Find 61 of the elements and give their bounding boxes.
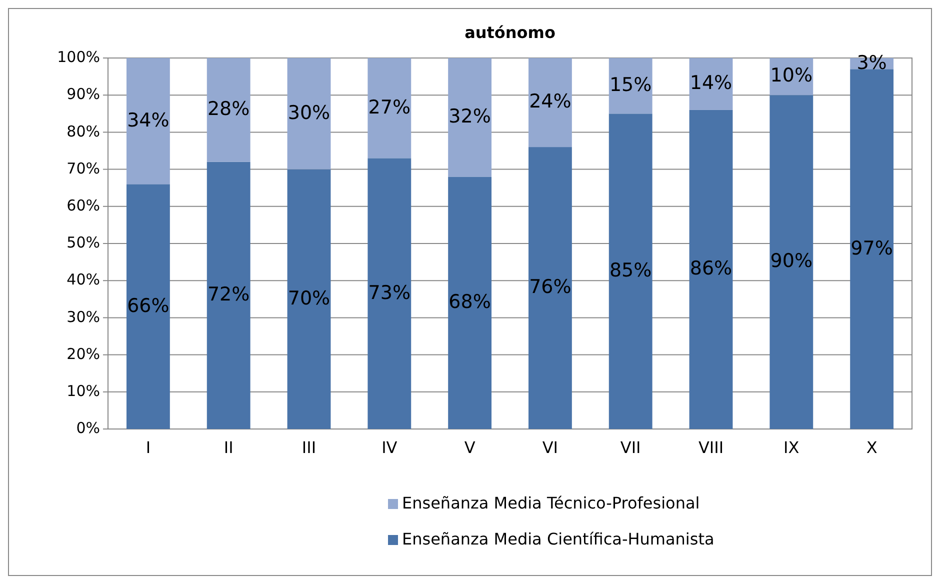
bar [368, 158, 412, 429]
x-tick-label: IX [784, 438, 800, 457]
bar [850, 69, 894, 429]
y-tick-label: 50% [66, 234, 100, 252]
bar [206, 162, 250, 429]
bar [689, 110, 733, 429]
data-label: 15% [609, 74, 652, 96]
data-label: 73% [368, 282, 411, 304]
legend-label: Enseñanza Media Científica-Humanista [402, 529, 714, 548]
data-label: 30% [288, 102, 330, 124]
legend-label: Enseñanza Media Técnico-Profesional [402, 493, 700, 512]
y-tick-label: 40% [66, 270, 100, 289]
bar [448, 176, 492, 429]
y-tick-label: 10% [66, 382, 100, 400]
data-label: 10% [770, 64, 813, 87]
bar [608, 114, 652, 429]
y-tick-label: 0% [76, 419, 100, 438]
y-tick-label: 90% [66, 85, 100, 104]
bar [448, 58, 492, 177]
data-label: 70% [288, 287, 330, 310]
bar [206, 58, 250, 162]
x-tick-label: VIII [698, 438, 724, 457]
bar [770, 95, 814, 429]
y-tick-label: 70% [66, 159, 100, 178]
data-label: 86% [690, 258, 732, 280]
chart-title: autónomo [464, 23, 556, 42]
data-label: 14% [690, 72, 732, 94]
x-tick-label: VII [620, 438, 641, 457]
data-label: 90% [770, 250, 813, 272]
bar [126, 184, 170, 429]
x-tick-label: X [866, 438, 878, 457]
bar [528, 58, 572, 148]
data-label: 66% [127, 294, 170, 317]
data-label: 76% [529, 276, 572, 298]
bar [368, 58, 412, 158]
data-label: 72% [207, 284, 250, 306]
data-label: 97% [850, 237, 893, 260]
bar [126, 58, 170, 184]
data-label: 34% [127, 109, 170, 132]
data-label: 3% [856, 52, 887, 74]
data-label: 85% [609, 260, 652, 282]
bar [608, 58, 652, 114]
data-label: 28% [207, 98, 250, 120]
x-tick-label: IV [382, 438, 398, 457]
x-tick-label: III [302, 438, 316, 457]
bar [528, 147, 572, 429]
x-tick-label: II [224, 438, 234, 457]
y-tick-label: 80% [66, 122, 100, 140]
y-tick-label: 20% [66, 344, 100, 363]
data-label: 68% [448, 291, 491, 314]
x-tick-label: V [464, 438, 476, 457]
y-tick-label: 60% [66, 196, 100, 215]
data-label: 27% [368, 96, 411, 118]
data-label: 32% [448, 106, 491, 128]
bar [287, 169, 331, 429]
y-tick-label: 100% [57, 48, 100, 66]
y-tick-label: 30% [66, 308, 100, 326]
data-label: 24% [529, 90, 572, 113]
x-tick-label: VI [542, 438, 558, 457]
bar [287, 58, 331, 170]
x-tick-label: I [146, 438, 151, 457]
